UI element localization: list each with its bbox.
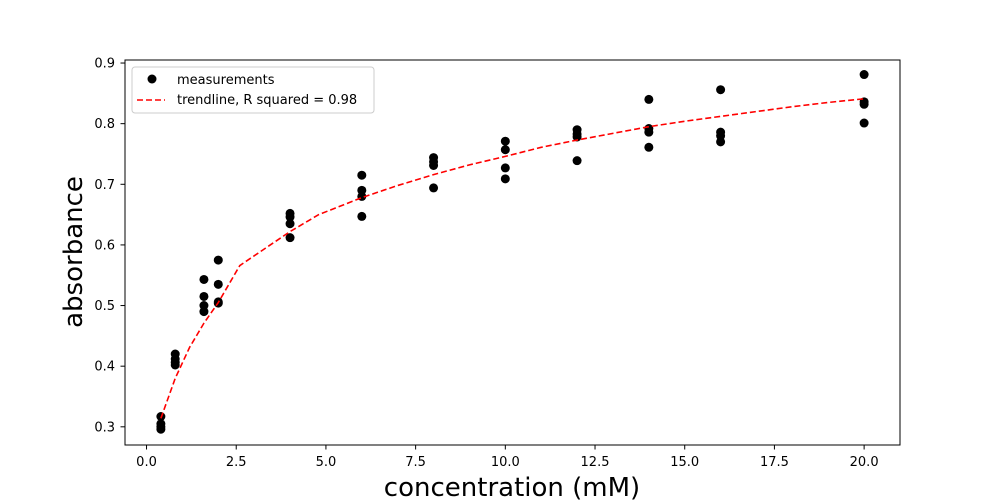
x-tick-label: 17.5: [760, 455, 789, 470]
legend-box: [131, 66, 375, 114]
legend-marker-measurements: [147, 74, 157, 84]
measurement-point: [500, 145, 510, 155]
measurement-point: [170, 360, 180, 370]
measurement-point: [199, 291, 209, 301]
measurement-point: [716, 85, 726, 95]
x-tick-label: 5.0: [316, 455, 337, 470]
x-tick-label: 15.0: [670, 455, 699, 470]
measurement-point: [199, 307, 209, 317]
plot-area: [125, 60, 900, 445]
measurement-point: [357, 211, 367, 221]
measurement-point: [644, 94, 654, 104]
measurement-point: [285, 233, 295, 243]
measurement-point: [357, 170, 367, 180]
measurement-point: [859, 118, 869, 128]
x-axis-label: concentration (mM): [384, 473, 640, 500]
measurement-point: [572, 156, 582, 166]
legend-label-trendline: trendline, R squared = 0.98: [177, 93, 357, 108]
x-tick-label: 20.0: [850, 455, 879, 470]
measurement-point: [500, 136, 510, 146]
measurement-point: [500, 163, 510, 173]
x-tick-label: 12.5: [581, 455, 610, 470]
y-tick-label: 0.9: [94, 57, 115, 72]
y-tick-label: 0.6: [94, 238, 115, 253]
x-tick-label: 2.5: [226, 455, 247, 470]
measurement-point: [285, 212, 295, 222]
trendline: [160, 98, 865, 419]
y-tick-label: 0.7: [94, 178, 115, 193]
measurement-point: [859, 70, 869, 80]
x-tick-label: 0.0: [136, 455, 157, 470]
y-axis-label: absorbance: [59, 176, 89, 328]
measurement-point: [429, 160, 439, 170]
measurement-point: [644, 142, 654, 152]
measurement-point: [572, 132, 582, 142]
measurement-point: [500, 174, 510, 184]
measurement-point: [716, 137, 726, 147]
y-tick-label: 0.4: [94, 360, 115, 375]
measurement-point: [199, 274, 209, 284]
legend-label-measurements: measurements: [177, 73, 275, 88]
x-tick-label: 10.0: [491, 455, 520, 470]
legend: measurements trendline, R squared = 0.98: [131, 66, 375, 114]
y-tick-label: 0.5: [94, 299, 115, 314]
y-tick-label: 0.8: [94, 117, 115, 132]
measurement-point: [285, 219, 295, 229]
measurement-point: [429, 183, 439, 193]
measurement-point: [213, 255, 223, 265]
plot-frame: [124, 59, 901, 446]
measurement-point: [156, 424, 166, 434]
measurement-point: [859, 99, 869, 109]
x-tick-label: 7.5: [405, 455, 426, 470]
y-tick-label: 0.3: [94, 420, 115, 435]
measurement-point: [644, 127, 654, 137]
measurement-point: [213, 279, 223, 289]
